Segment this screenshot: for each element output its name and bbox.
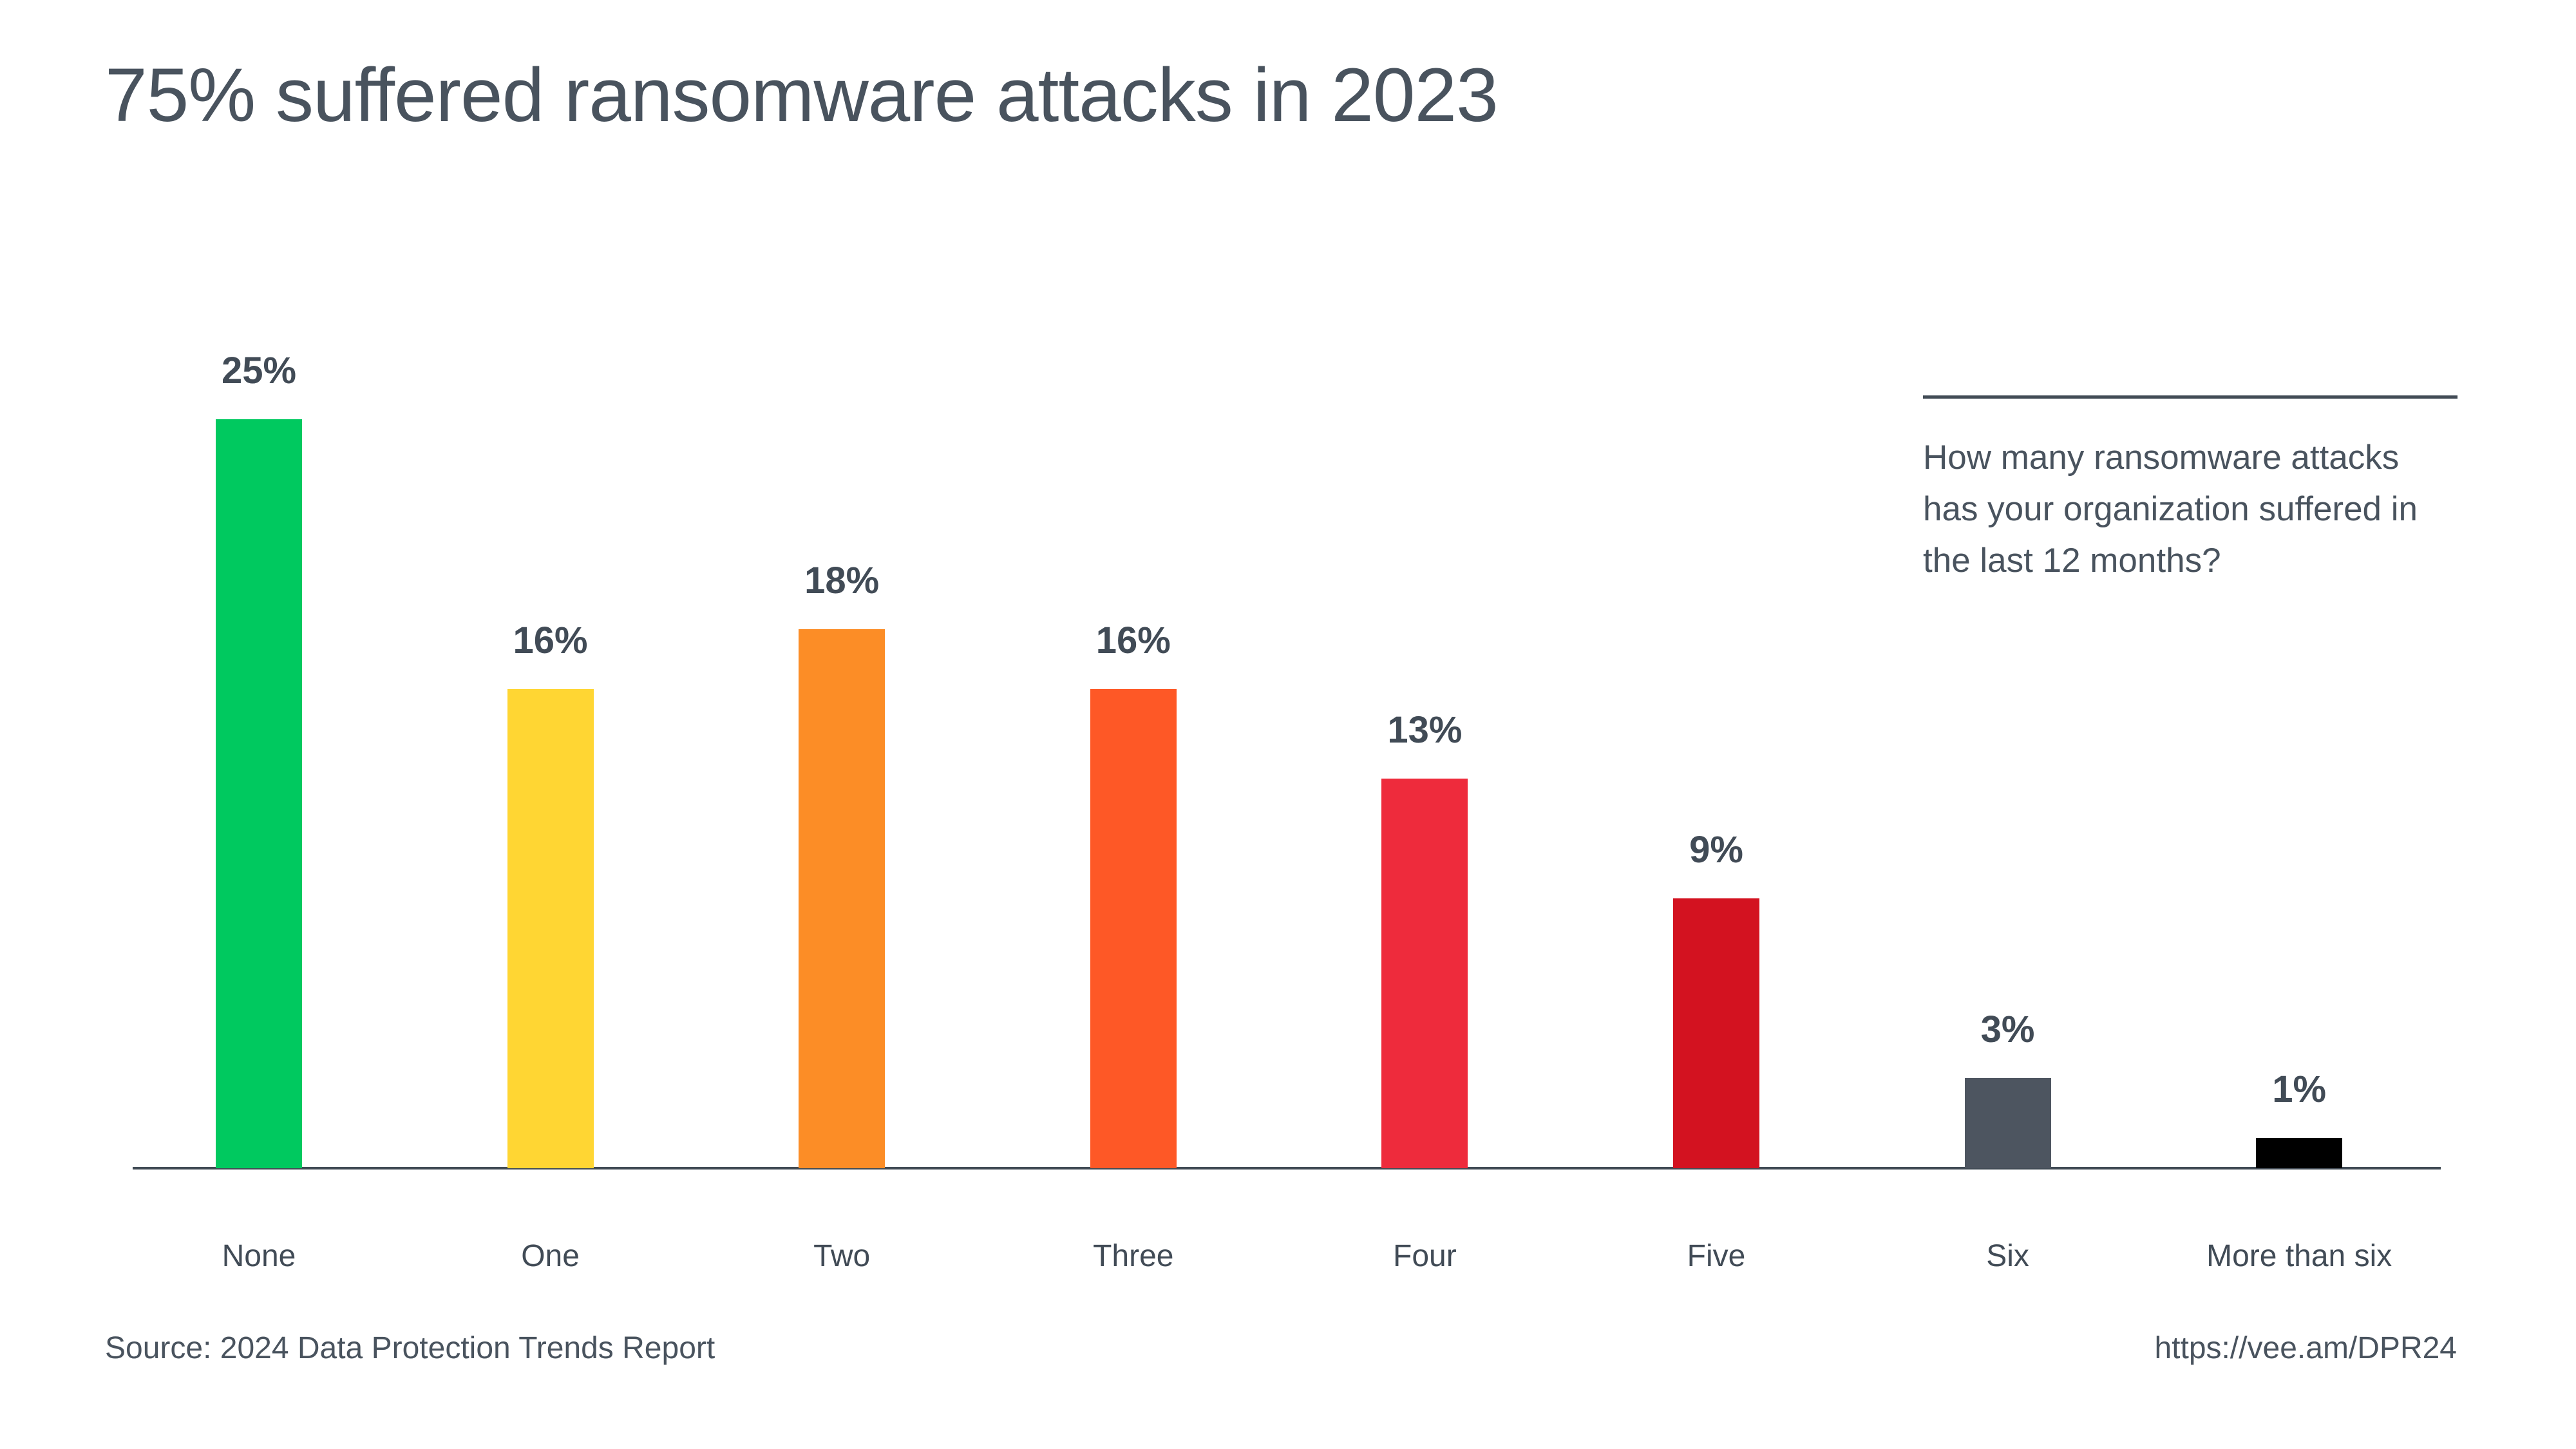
x-axis-label-six: Six (1986, 1239, 2029, 1273)
bar-value-label-four: 13% (1387, 709, 1463, 751)
bar-four (1381, 779, 1468, 1168)
annotation-divider (1923, 395, 2458, 399)
bar-group-six: 3% Six (1862, 0, 2154, 1273)
x-axis-label-none: None (222, 1239, 296, 1273)
bar-value-label-more-than-six: 1% (2272, 1068, 2327, 1110)
question-text-line-3: the last 12 months? (1923, 542, 2221, 580)
bar-group-four: 13% Four (1279, 0, 1570, 1273)
bar-five (1673, 898, 1759, 1168)
page-title: 75% suffered ransomware attacks in 2023 (105, 53, 1499, 138)
bar-group-none: 25% None (113, 0, 404, 1273)
bar-two (799, 629, 886, 1168)
bar-value-label-five: 9% (1689, 829, 1743, 871)
x-axis-label-more-than-six: More than six (2206, 1239, 2392, 1273)
report-link[interactable]: https://vee.am/DPR24 (2154, 1331, 2457, 1365)
x-axis-line (133, 1167, 2441, 1170)
bar-value-label-none: 25% (221, 350, 297, 392)
x-axis-label-one: One (521, 1239, 580, 1273)
question-text-line-2: has your organization suffered in (1923, 490, 2418, 528)
bar-one (507, 689, 594, 1168)
x-axis-label-four: Four (1393, 1239, 1457, 1273)
question-text-line-1: How many ransomware attacks (1923, 439, 2400, 477)
bar-value-label-two: 18% (804, 560, 880, 601)
bar-more-than-six (2256, 1138, 2343, 1168)
bar-group-five: 9% Five (1571, 0, 1862, 1273)
x-axis-label-two: Two (813, 1239, 871, 1273)
bar-chart: 25% None 16% One 18% Two 16% Three 13% Four 9% Five… (133, 0, 2441, 1273)
bar-value-label-one: 16% (513, 620, 588, 661)
bar-value-label-six: 3% (1980, 1009, 2035, 1050)
bar-value-label-three: 16% (1095, 620, 1171, 661)
question-annotation: How many ransomware attacks has your org… (1923, 395, 2477, 587)
x-axis-label-three: Three (1093, 1239, 1174, 1273)
bar-three (1090, 689, 1177, 1168)
bar-group-more-than-six: 1% More than six (2154, 0, 2445, 1273)
x-axis-label-five: Five (1687, 1239, 1746, 1273)
bar-group-three: 16% Three (988, 0, 1279, 1273)
bar-six (1964, 1078, 2051, 1168)
bar-group-two: 18% Two (696, 0, 987, 1273)
source-credit: Source: 2024 Data Protection Trends Repo… (105, 1331, 715, 1365)
bar-group-one: 16% One (405, 0, 696, 1273)
bar-none (216, 419, 302, 1168)
